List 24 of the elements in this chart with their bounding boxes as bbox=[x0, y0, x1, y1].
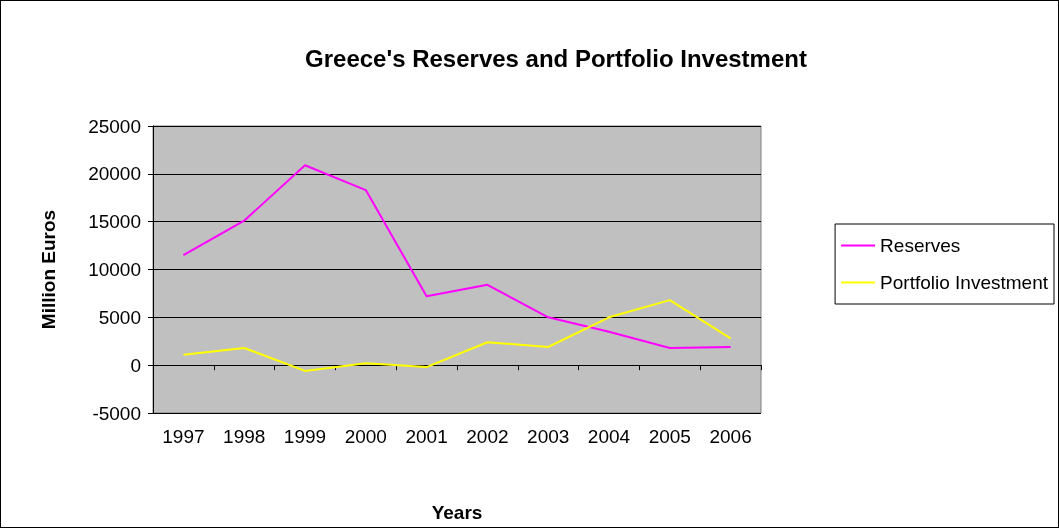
chart-title: Greece's Reserves and Portfolio Investment bbox=[305, 44, 807, 72]
x-tick-label: 1998 bbox=[223, 426, 266, 447]
x-tick-label: 2002 bbox=[466, 426, 509, 447]
y-axis-title: Million Euros bbox=[38, 209, 59, 330]
x-tick-label: 2006 bbox=[709, 426, 752, 447]
legend-label: Reserves bbox=[880, 235, 961, 256]
y-tick-label: 20000 bbox=[88, 163, 141, 185]
x-tick-label: 2004 bbox=[587, 426, 631, 447]
x-tick-label: 1999 bbox=[283, 426, 327, 447]
y-tick-label: 0 bbox=[130, 354, 141, 376]
y-tick-label: -5000 bbox=[92, 402, 141, 424]
x-axis-title: Years bbox=[431, 502, 483, 523]
y-tick-label: 15000 bbox=[88, 211, 141, 233]
line-series bbox=[182, 299, 732, 372]
x-tick-label: 2003 bbox=[527, 426, 570, 447]
y-tick-label: 25000 bbox=[88, 115, 141, 137]
legend-label: Portfolio Investment bbox=[880, 272, 1049, 293]
y-tick-label: 10000 bbox=[88, 259, 141, 280]
x-tick-label: 2005 bbox=[648, 426, 691, 447]
x-tick-label: 1997 bbox=[162, 426, 205, 447]
y-tick-label: 5000 bbox=[98, 306, 141, 328]
x-tick-label: 2000 bbox=[344, 426, 387, 447]
line-series bbox=[182, 164, 732, 349]
x-tick-label: 2001 bbox=[405, 426, 448, 447]
